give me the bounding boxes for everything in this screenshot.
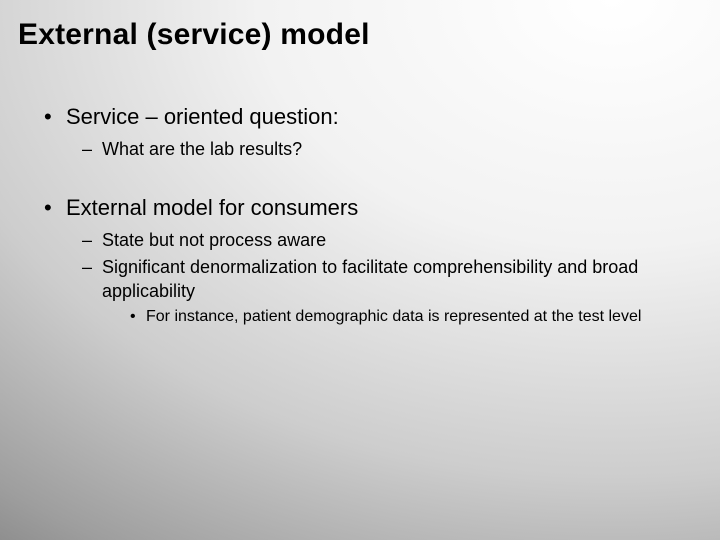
bullet-level3: For instance, patient demographic data i…: [130, 307, 696, 328]
bullet-level2: State but not process aware: [82, 229, 696, 252]
slide: External (service) model Service – orien…: [0, 0, 720, 540]
slide-content: Service – oriented question: What are th…: [18, 102, 696, 328]
bullet-level1: Service – oriented question:: [44, 102, 696, 132]
bullet-level1: External model for consumers: [44, 193, 696, 223]
spacer: [24, 165, 696, 193]
bullet-level2: What are the lab results?: [82, 138, 696, 161]
bullet-level2: Significant denormalization to facilitat…: [82, 256, 696, 303]
slide-title: External (service) model: [18, 18, 696, 52]
